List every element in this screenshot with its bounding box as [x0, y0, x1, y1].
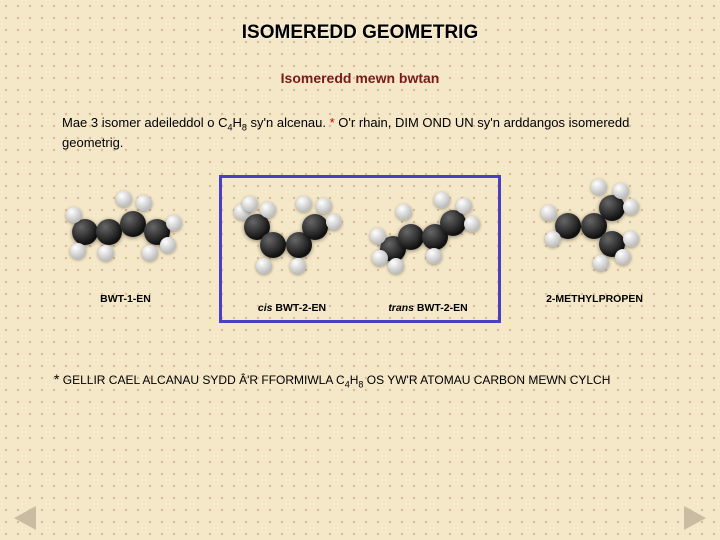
label-prefix: cis — [258, 302, 273, 314]
molecule-bwt-1-en — [66, 175, 186, 275]
label-prefix: trans — [388, 302, 414, 314]
highlighted-pair: cis BWT-2-EN — [209, 175, 511, 323]
molecule-label: cis BWT-2-EN — [258, 302, 326, 314]
paragraph-text: sy'n alcenau. — [247, 115, 330, 130]
paragraph-text: H — [233, 115, 242, 130]
subtitle: Isomeredd mewn bwtan — [0, 70, 720, 86]
molecule-label: 2-METHYLPROPEN — [546, 293, 643, 305]
prev-arrow-icon[interactable] — [14, 506, 36, 530]
molecule-label: BWT-1-EN — [100, 293, 151, 305]
molecule-label: trans BWT-2-EN — [388, 302, 467, 314]
paragraph-text: Mae 3 isomer adeileddol o C — [62, 115, 227, 130]
molecule-2-methylpropen — [535, 175, 655, 275]
footnote: * GELLIR CAEL ALCANAU SYDD Â'R FFORMIWLA… — [54, 371, 666, 389]
page-title: ISOMEREDD GEOMETRIG — [0, 0, 720, 44]
molecule-trans-bwt-2-en — [368, 184, 488, 284]
molecule-slot: 2-METHYLPROPEN — [519, 175, 670, 305]
label-text: BWT-2-EN — [272, 302, 326, 314]
next-arrow-icon[interactable] — [684, 506, 706, 530]
label-text: BWT-1-EN — [100, 293, 151, 305]
molecules-row: BWT-1-EN — [50, 175, 670, 323]
highlight-box: cis BWT-2-EN — [219, 175, 501, 323]
label-text: 2-METHYLPROPEN — [546, 293, 643, 305]
molecule-cis-bwt-2-en — [232, 184, 352, 284]
label-text: BWT-2-EN — [414, 302, 468, 314]
main-paragraph: Mae 3 isomer adeileddol o C4H8 sy'n alce… — [62, 114, 658, 151]
footnote-text: GELLIR CAEL ALCANAU SYDD Â'R FFORMIWLA C — [59, 373, 344, 387]
footnote-text: OS YW'R ATOMAU CARBON MEWN CYLCH — [363, 373, 610, 387]
molecule-slot: BWT-1-EN — [50, 175, 201, 305]
